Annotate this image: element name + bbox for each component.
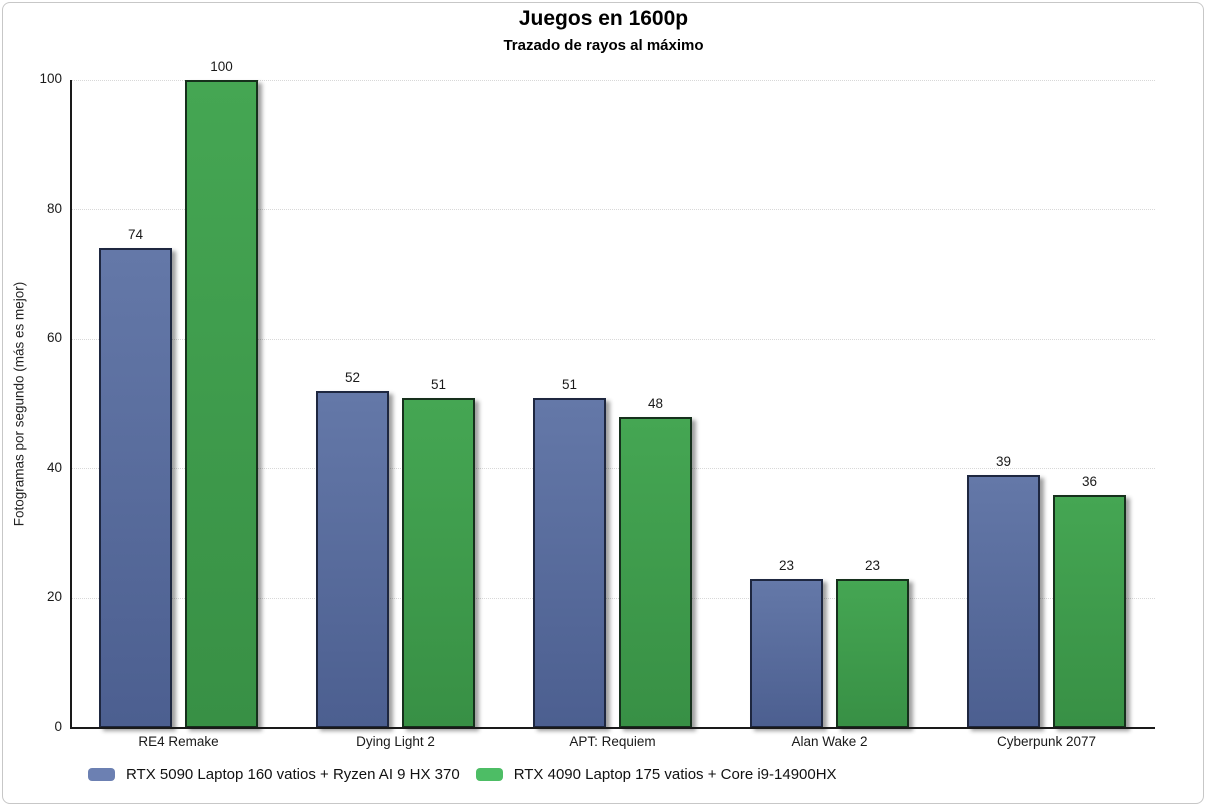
y-tick-label-60: 60 — [46, 330, 62, 346]
bar-value-label: 39 — [995, 454, 1012, 470]
legend-entry-1: RTX 5090 Laptop 160 vatios + Ryzen AI 9 … — [88, 766, 460, 783]
bar-series2-5 — [1053, 494, 1126, 728]
gridline-20 — [70, 597, 1155, 599]
chart-title: Juegos en 1600p — [518, 7, 689, 30]
category-label-3: APT: Requiem — [569, 734, 656, 749]
gridline-40 — [70, 468, 1155, 470]
x-axis-line — [70, 727, 1155, 729]
category-label-5: Cyberpunk 2077 — [996, 734, 1097, 749]
legend-entry-2: RTX 4090 Laptop 175 vatios + Core i9-149… — [475, 766, 837, 783]
gridline-100 — [70, 79, 1155, 81]
bar-value-label: 51 — [561, 376, 578, 392]
bar-value-label: 23 — [778, 557, 795, 573]
legend-swatch-icon — [475, 768, 503, 781]
y-axis-title: Fotogramas por segundo (más es mejor) — [11, 281, 27, 527]
bar-value-label: 52 — [344, 370, 361, 386]
category-label-1: RE4 Remake — [138, 734, 219, 749]
category-label-2: Dying Light 2 — [356, 734, 435, 749]
chart-subtitle: Trazado de rayos al máximo — [503, 37, 704, 54]
bar-value-label: 23 — [864, 557, 881, 573]
gridline-60 — [70, 338, 1155, 340]
y-tick-label-100: 100 — [39, 71, 62, 86]
y-axis-line — [70, 80, 72, 728]
bar-series2-3 — [619, 416, 692, 728]
y-tick-label-40: 40 — [46, 459, 62, 475]
bar-series2-4 — [836, 578, 909, 728]
category-label-4: Alan Wake 2 — [791, 734, 868, 749]
legend-label: RTX 5090 Laptop 160 vatios + Ryzen AI 9 … — [126, 766, 460, 783]
bar-series1-2 — [316, 391, 389, 728]
bar-value-label: 51 — [430, 376, 447, 392]
y-tick-label-80: 80 — [46, 200, 62, 216]
bar-series1-3 — [533, 397, 606, 728]
legend-swatch-icon — [88, 768, 115, 781]
bar-series1-4 — [750, 578, 823, 728]
bar-series1-5 — [967, 475, 1040, 728]
y-tick-label-20: 20 — [46, 589, 62, 605]
legend: RTX 5090 Laptop 160 vatios + Ryzen AI 9 … — [88, 766, 837, 783]
bar-value-label: 36 — [1081, 473, 1098, 489]
bar-series2-1 — [185, 80, 258, 728]
bar-value-label: 100 — [210, 59, 233, 74]
bar-series2-2 — [402, 397, 475, 728]
bar-value-label: 48 — [647, 395, 664, 411]
legend-label: RTX 4090 Laptop 175 vatios + Core i9-149… — [513, 766, 837, 783]
y-tick-label-0: 0 — [54, 719, 62, 734]
bar-value-label: 74 — [127, 227, 144, 243]
bar-series1-1 — [99, 248, 172, 728]
gridline-80 — [70, 209, 1155, 211]
